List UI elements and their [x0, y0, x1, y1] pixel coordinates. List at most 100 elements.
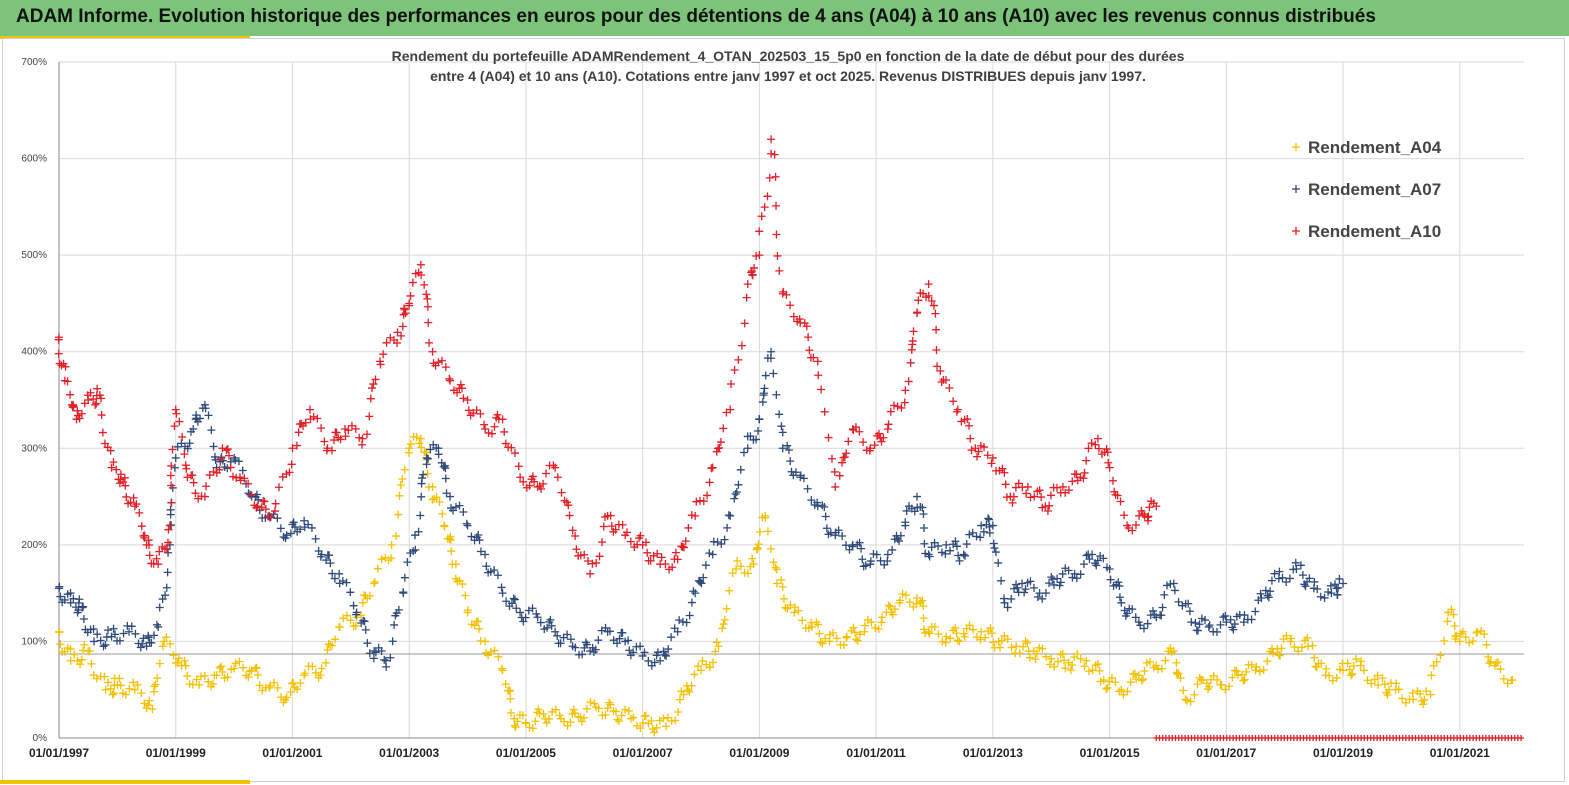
x-tick-label: 01/01/2001: [262, 746, 322, 760]
data-point: [1082, 656, 1091, 665]
data-point: [490, 646, 499, 655]
data-point: [884, 420, 893, 429]
data-point: [328, 641, 337, 650]
data-point: [1066, 666, 1075, 675]
data-point: [1000, 468, 1009, 477]
data-point: [767, 135, 776, 144]
data-point: [1378, 674, 1387, 683]
data-point: [1263, 657, 1272, 666]
data-point: [1026, 577, 1035, 586]
data-point: [390, 620, 399, 629]
x-tick-label: 01/01/2013: [963, 746, 1023, 760]
data-point: [664, 645, 673, 654]
data-point: [1091, 440, 1100, 449]
data-point: [1030, 583, 1039, 592]
data-point: [166, 471, 175, 480]
data-point: [1174, 669, 1183, 678]
data-point: [119, 629, 128, 638]
data-point: [321, 658, 330, 667]
data-point: [66, 390, 75, 399]
data-point: [1138, 675, 1147, 684]
data-point: [1037, 493, 1046, 502]
data-point: [657, 553, 666, 562]
data-point: [1201, 616, 1210, 625]
data-point: [722, 604, 731, 613]
data-point: [109, 624, 118, 633]
data-point: [736, 465, 745, 474]
data-point: [519, 477, 528, 486]
data-point: [1345, 665, 1354, 674]
data-point: [252, 490, 261, 499]
data-point: [605, 627, 614, 636]
data-point: [996, 643, 1005, 652]
data-point: [1186, 697, 1195, 706]
data-point: [386, 653, 395, 662]
data-point: [977, 521, 986, 530]
data-point: [351, 424, 360, 433]
data-point: [1058, 482, 1067, 491]
data-point: [300, 671, 309, 680]
data-point: [66, 644, 75, 653]
data-point: [1014, 479, 1023, 488]
data-point: [831, 482, 840, 491]
data-point: [1277, 644, 1286, 653]
data-point: [1128, 605, 1137, 614]
data-point: [607, 522, 616, 531]
data-point: [171, 405, 180, 414]
data-point: [1061, 664, 1070, 673]
data-point: [1087, 439, 1096, 448]
data-point: [933, 362, 942, 371]
data-point: [997, 576, 1006, 585]
data-point: [835, 471, 844, 480]
data-point: [1325, 671, 1334, 680]
data-point: [1093, 556, 1102, 565]
y-tick-label: 0%: [33, 733, 48, 744]
data-point: [1484, 653, 1493, 662]
data-point: [936, 367, 945, 376]
data-point: [586, 698, 595, 707]
data-point: [874, 625, 883, 634]
data-point: [137, 689, 146, 698]
data-point: [553, 473, 562, 482]
data-point: [304, 520, 313, 529]
accent-stripe-top: [0, 36, 250, 39]
data-point: [518, 711, 527, 720]
data-point: [169, 651, 178, 660]
data-point: [512, 604, 521, 613]
data-point: [149, 631, 158, 640]
data-point: [699, 497, 708, 506]
data-point: [231, 456, 240, 465]
data-point: [122, 492, 131, 501]
data-point: [1105, 463, 1114, 472]
data-point: [92, 399, 101, 408]
data-point: [414, 527, 423, 536]
data-point: [395, 491, 404, 500]
data-point: [814, 620, 823, 629]
data-point: [624, 706, 633, 715]
data-point: [234, 457, 243, 466]
data-point: [73, 406, 82, 415]
data-point: [311, 534, 320, 543]
data-point: [341, 432, 350, 441]
data-point: [215, 663, 224, 672]
data-point: [1140, 666, 1149, 675]
data-point: [255, 681, 264, 690]
series-rendement_a04: [55, 432, 1517, 737]
data-point: [625, 646, 634, 655]
data-point: [463, 396, 472, 404]
data-point: [687, 511, 696, 520]
data-point: [794, 606, 803, 615]
data-point: [1232, 667, 1241, 676]
data-point: [1472, 628, 1481, 637]
x-tick-label: 01/01/2007: [613, 746, 673, 760]
data-point: [660, 650, 669, 659]
data-point: [919, 509, 928, 518]
data-point: [1339, 579, 1348, 588]
data-point: [70, 650, 79, 659]
data-point: [662, 651, 671, 660]
data-point: [513, 717, 522, 726]
data-point: [158, 642, 167, 651]
data-point: [681, 537, 690, 546]
data-point: [392, 532, 401, 541]
data-point: [942, 540, 951, 549]
